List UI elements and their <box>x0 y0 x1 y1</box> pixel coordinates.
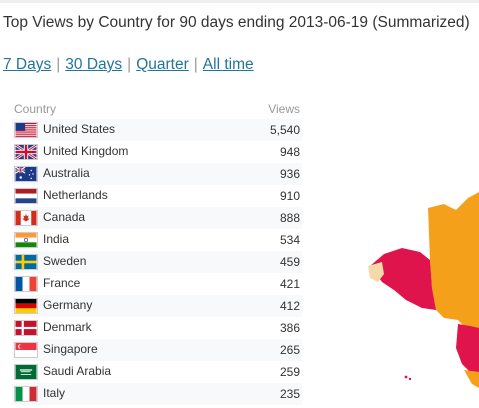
table-row: Netherlands 910 <box>12 185 302 207</box>
country-cell: Sweden <box>12 251 237 273</box>
period-selector: 7 Days | 30 Days | Quarter | All time <box>3 56 254 74</box>
country-cell: United States <box>12 119 237 141</box>
country-cell: United Kingdom <box>12 141 237 163</box>
saudi-arabia-flag-icon <box>14 364 38 380</box>
table-header-row: Country Views <box>12 99 302 119</box>
india-flag-icon <box>14 232 38 248</box>
views-value: 235 <box>236 383 302 405</box>
country-views-table: Country Views United States 5,540 United K… <box>12 99 302 405</box>
country-cell: Canada <box>12 207 237 229</box>
header-country: Country <box>14 102 57 116</box>
country-name: Saudi Arabia <box>43 364 112 379</box>
netherlands-flag-icon <box>14 188 38 204</box>
country-name: Germany <box>43 298 93 313</box>
world-map <box>368 192 479 388</box>
sweden-flag-icon <box>14 254 38 270</box>
table-row: Saudi Arabia 259 <box>12 361 302 383</box>
canada-flag-icon <box>14 210 38 226</box>
period-link-30-days[interactable]: 30 Days <box>65 56 123 73</box>
country-cell: Saudi Arabia <box>12 361 237 383</box>
views-value: 259 <box>279 365 300 379</box>
country-cell: Netherlands <box>12 185 237 207</box>
table-row: France 421 <box>12 273 302 295</box>
france-flag-icon <box>14 276 38 292</box>
us-flag-icon <box>14 122 38 138</box>
denmark-flag-icon <box>14 320 38 336</box>
map-region-alaska[interactable] <box>370 248 436 310</box>
views-value: 936 <box>236 163 302 185</box>
country-name: Canada <box>43 210 86 225</box>
views-value: 5,540 <box>236 119 302 141</box>
map-region-light[interactable] <box>368 262 384 282</box>
views-value: 386 <box>279 321 300 335</box>
country-cell: Italy <box>12 383 237 405</box>
country-name: France <box>43 276 81 291</box>
country-name: Denmark <box>43 320 92 335</box>
page-title: Top Views by Country for 90 days ending … <box>3 14 470 31</box>
map-island <box>408 377 412 381</box>
top-divider <box>0 0 479 3</box>
table-row: Denmark 386 <box>12 317 302 339</box>
map-region-united-states[interactable] <box>456 324 479 374</box>
country-cell: Germany <box>12 295 237 317</box>
country-cell: Australia <box>12 163 237 185</box>
views-value: 888 <box>236 207 302 229</box>
map-region-mexico[interactable] <box>464 370 479 388</box>
table-row: Sweden 459 <box>12 251 302 273</box>
australia-flag-icon <box>14 166 38 182</box>
country-name: Singapore <box>43 342 98 357</box>
table-row: India 534 <box>12 229 302 251</box>
views-value: 265 <box>236 339 302 361</box>
country-cell: India <box>12 229 237 251</box>
views-value: 534 <box>279 233 300 247</box>
table-row: Australia 936 <box>12 163 302 185</box>
separator: | <box>56 56 61 73</box>
country-name: India <box>43 232 70 247</box>
header-views: Views <box>268 102 300 116</box>
separator: | <box>193 56 198 73</box>
country-name: Netherlands <box>43 188 108 203</box>
period-link-quarter[interactable]: Quarter <box>136 56 189 73</box>
views-value: 421 <box>279 277 300 291</box>
country-name: Italy <box>43 386 66 401</box>
table-row: United Kingdom 948 <box>12 141 302 163</box>
uk-flag-icon <box>14 144 38 160</box>
germany-flag-icon <box>14 298 38 314</box>
views-value: 948 <box>279 145 300 159</box>
italy-flag-icon <box>14 386 38 402</box>
country-cell: Denmark <box>12 317 237 339</box>
table-row: Germany 412 <box>12 295 302 317</box>
map-region-canada[interactable] <box>428 192 479 333</box>
table-row: Italy 235 <box>12 383 302 405</box>
table-row: Singapore 265 <box>12 339 302 361</box>
period-link-7-days[interactable]: 7 Days <box>3 56 52 73</box>
country-cell: France <box>12 273 237 295</box>
map-island <box>404 375 408 379</box>
country-name: United Kingdom <box>43 144 129 159</box>
views-value: 412 <box>236 295 302 317</box>
views-value: 910 <box>279 189 300 203</box>
country-name: Sweden <box>43 254 87 269</box>
singapore-flag-icon <box>14 342 38 358</box>
country-name: Australia <box>43 166 90 181</box>
views-value: 459 <box>236 251 302 273</box>
period-link-all-time[interactable]: All time <box>202 56 254 73</box>
country-cell: Singapore <box>12 339 237 361</box>
separator: | <box>127 56 132 73</box>
table-row: United States 5,540 <box>12 119 302 141</box>
table-row: Canada 888 <box>12 207 302 229</box>
country-name: United States <box>43 122 116 137</box>
